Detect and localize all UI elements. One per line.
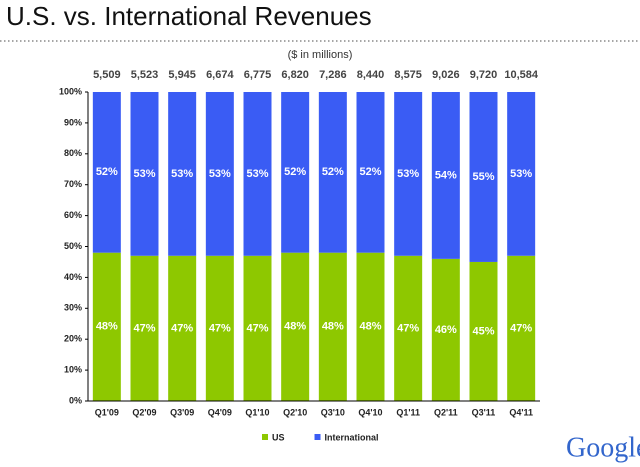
data-label: 47% (510, 322, 532, 334)
data-label: 53% (397, 168, 419, 180)
data-label: 47% (133, 322, 155, 334)
legend-swatch (314, 434, 321, 440)
bar-segment (205, 92, 234, 256)
total-label: 9,720 (470, 69, 498, 81)
bar-segment (469, 92, 498, 262)
y-tick-label: 0% (69, 395, 82, 405)
data-label: 52% (359, 166, 381, 178)
bar-segment (318, 92, 347, 253)
y-tick-label: 80% (64, 148, 82, 158)
x-tick-label: Q1'09 (95, 407, 119, 417)
data-label: 47% (171, 322, 193, 334)
y-tick-label: 30% (64, 303, 82, 313)
bar-segment (168, 92, 197, 256)
legend-label: International (325, 432, 379, 442)
bar-segment (431, 258, 460, 401)
total-label: 8,575 (394, 69, 422, 81)
y-tick-label: 50% (64, 241, 82, 251)
data-label: 47% (246, 322, 268, 334)
y-tick-label: 40% (64, 272, 82, 282)
x-tick-label: Q1'10 (245, 407, 269, 417)
bar-segment (168, 255, 197, 401)
bar-segment (507, 92, 536, 256)
bar-segment (281, 252, 310, 401)
bar-segment (130, 92, 159, 256)
y-tick-label: 60% (64, 210, 82, 220)
logo: Google (566, 432, 640, 463)
bar-segment (431, 92, 460, 259)
total-label: 5,509 (93, 69, 121, 81)
data-label: 55% (472, 171, 494, 183)
bar-segment (469, 261, 498, 401)
data-label: 53% (246, 168, 268, 180)
bar-segment (92, 252, 121, 401)
bar-segment (507, 255, 536, 401)
bar-segment (394, 92, 423, 256)
y-tick-label: 70% (64, 179, 82, 189)
bar-segment (356, 252, 385, 401)
total-label: 9,026 (432, 69, 460, 81)
data-label: 45% (472, 325, 494, 337)
x-tick-label: Q2'11 (434, 407, 458, 417)
y-tick-label: 90% (64, 117, 82, 127)
x-tick-label: Q4'10 (358, 407, 382, 417)
chart-subtitle: ($ in millions) (288, 49, 353, 61)
data-label: 48% (322, 321, 344, 333)
bar-segment (281, 92, 310, 253)
bar-segment (318, 252, 347, 401)
y-tick-label: 100% (59, 86, 82, 96)
data-label: 52% (284, 166, 306, 178)
legend-label: US (272, 432, 285, 442)
x-tick-label: Q4'11 (509, 407, 533, 417)
bar-segment (205, 255, 234, 401)
data-label: 53% (171, 168, 193, 180)
data-label: 52% (96, 166, 118, 178)
x-tick-label: Q1'11 (396, 407, 420, 417)
total-label: 5,945 (168, 69, 196, 81)
bar-segment (243, 255, 272, 401)
data-label: 47% (397, 322, 419, 334)
x-tick-label: Q2'10 (283, 407, 307, 417)
data-label: 47% (209, 322, 231, 334)
data-label: 54% (435, 169, 457, 181)
y-tick-label: 10% (64, 364, 82, 374)
bar-segment (243, 92, 272, 256)
data-label: 46% (435, 324, 457, 336)
bar-segment (356, 92, 385, 253)
x-tick-label: Q2'09 (132, 407, 156, 417)
data-label: 48% (96, 321, 118, 333)
total-label: 10,584 (504, 69, 539, 81)
bar-segment (130, 255, 159, 401)
x-tick-label: Q3'09 (170, 407, 194, 417)
data-label: 53% (510, 168, 532, 180)
x-tick-label: Q4'09 (208, 407, 232, 417)
legend-swatch (262, 434, 268, 440)
x-tick-label: Q3'10 (321, 407, 345, 417)
total-label: 6,820 (281, 69, 309, 81)
chart-title: U.S. vs. International Revenues (6, 1, 372, 31)
total-label: 7,286 (319, 69, 347, 81)
total-label: 6,674 (206, 69, 234, 81)
total-label: 6,775 (244, 69, 272, 81)
total-label: 5,523 (131, 69, 159, 81)
bar-segment (92, 92, 121, 253)
y-tick-label: 20% (64, 334, 82, 344)
data-label: 52% (322, 166, 344, 178)
data-label: 53% (133, 168, 155, 180)
data-label: 48% (284, 321, 306, 333)
x-tick-label: Q3'11 (472, 407, 496, 417)
data-label: 53% (209, 168, 231, 180)
total-label: 8,440 (357, 69, 385, 81)
data-label: 48% (359, 321, 381, 333)
bar-segment (394, 255, 423, 401)
